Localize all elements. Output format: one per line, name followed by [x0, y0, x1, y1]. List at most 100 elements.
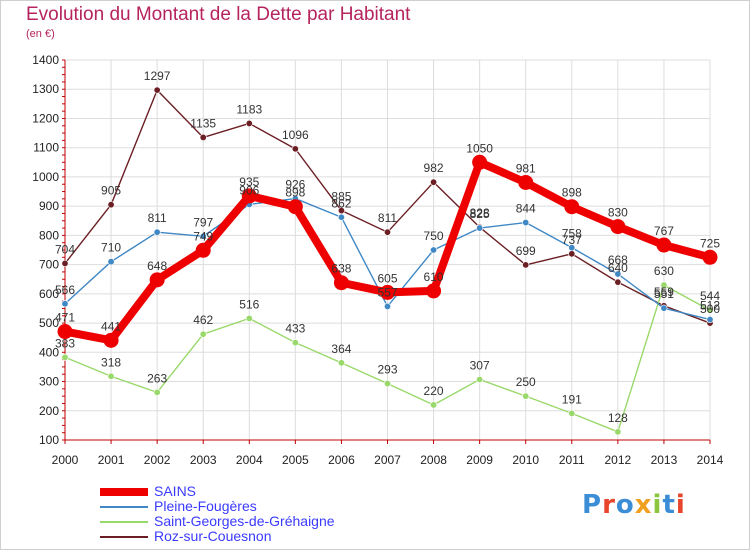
data-point: [702, 249, 718, 265]
data-label: 551: [654, 287, 674, 301]
data-point: [522, 261, 530, 269]
data-point: [614, 428, 622, 436]
data-point: [107, 258, 115, 266]
data-point: [153, 86, 161, 94]
data-point: [61, 353, 69, 361]
data-point: [660, 281, 668, 289]
data-point: [380, 284, 395, 300]
logo-letter: i: [652, 490, 663, 520]
x-tick-label: 2012: [605, 453, 632, 467]
data-point: [337, 207, 345, 215]
y-tick-label: 600: [39, 287, 59, 301]
data-label: 307: [470, 358, 490, 372]
data-label: 862: [331, 196, 351, 210]
x-tick-label: 2005: [282, 453, 309, 467]
y-tick-label: 100: [39, 433, 59, 447]
data-label: 433: [285, 322, 305, 336]
data-label: 830: [608, 206, 628, 220]
data-point: [430, 246, 438, 254]
data-label: 935: [239, 175, 259, 189]
data-point: [564, 199, 580, 215]
data-label: 844: [516, 202, 536, 216]
data-label: 383: [55, 336, 75, 350]
legend-item: Roz-sur-Couesnon: [100, 529, 420, 544]
data-label: 704: [55, 242, 75, 256]
data-label: 725: [700, 236, 720, 250]
data-label: 318: [101, 355, 121, 369]
data-label: 825: [470, 207, 490, 221]
x-tick-label: 2013: [651, 453, 678, 467]
data-point: [337, 359, 345, 367]
x-tick-label: 2000: [52, 453, 79, 467]
data-point: [383, 380, 391, 388]
legend-swatch: [100, 521, 148, 523]
data-label: 191: [562, 392, 582, 406]
data-point: [333, 275, 349, 291]
x-tick-label: 2009: [466, 453, 493, 467]
data-point: [245, 119, 253, 127]
y-tick-label: 200: [39, 404, 59, 418]
series-lines: [57, 86, 718, 436]
data-label: 500: [700, 302, 720, 316]
data-label: 981: [516, 161, 536, 175]
data-point: [426, 283, 442, 299]
y-tick-label: 1000: [32, 170, 59, 184]
data-label: 128: [608, 411, 628, 425]
x-tick-label: 2011: [559, 453, 585, 467]
data-point: [149, 272, 165, 288]
data-label: 566: [55, 283, 75, 297]
y-tick-label: 400: [39, 345, 59, 359]
data-point: [287, 199, 303, 215]
data-label: 885: [331, 190, 351, 204]
data-label: 364: [331, 342, 351, 356]
data-point: [199, 133, 207, 141]
y-tick-label: 900: [39, 199, 59, 213]
data-point: [199, 232, 207, 240]
data-point: [337, 213, 345, 221]
logo-letter: i: [675, 490, 686, 520]
data-point: [199, 330, 207, 338]
data-point: [656, 237, 672, 253]
data-label: 516: [239, 297, 259, 311]
y-tick-label: 1100: [33, 141, 59, 155]
data-label: 648: [147, 259, 167, 273]
data-point: [245, 314, 253, 322]
data-point: [614, 270, 622, 278]
data-point: [472, 154, 488, 170]
data-label: 828: [470, 206, 490, 220]
data-label: 544: [700, 289, 720, 303]
x-tick-label: 2014: [697, 453, 724, 467]
legend-item: Pleine-Fougères: [100, 499, 420, 514]
data-label: 605: [377, 271, 397, 285]
data-point: [568, 409, 576, 417]
data-point: [61, 300, 69, 308]
data-point: [103, 332, 119, 348]
data-label: 1183: [236, 102, 262, 116]
data-point: [476, 375, 484, 383]
data-labels: 471 441 648 749 935 898 638 605 610 1050 981 898 830…: [55, 69, 720, 425]
legend-swatch: [100, 488, 148, 496]
y-tick-label: 500: [39, 316, 59, 330]
data-point: [706, 316, 714, 324]
data-point: [568, 244, 576, 252]
data-label: 1297: [144, 69, 171, 83]
x-tick-label: 2007: [374, 453, 401, 467]
data-point: [107, 201, 115, 209]
legend: SAINS Pleine-Fougères Saint-Georges-de-Gré…: [100, 484, 420, 544]
logo-letter: o: [615, 490, 635, 520]
x-tick-label: 2008: [420, 453, 447, 467]
data-label: 797: [193, 215, 213, 229]
data-label: 559: [654, 285, 674, 299]
data-label: 293: [377, 363, 397, 377]
data-label: 767: [654, 224, 674, 238]
data-label: 906: [239, 183, 259, 197]
y-tick-label: 1200: [32, 111, 59, 125]
y-tick-label: 800: [39, 228, 59, 242]
data-label: 982: [424, 161, 444, 175]
data-label: 263: [147, 371, 167, 385]
data-label: 512: [700, 299, 720, 313]
data-label: 737: [562, 233, 582, 247]
data-label: 462: [193, 313, 213, 327]
data-point: [660, 304, 668, 312]
